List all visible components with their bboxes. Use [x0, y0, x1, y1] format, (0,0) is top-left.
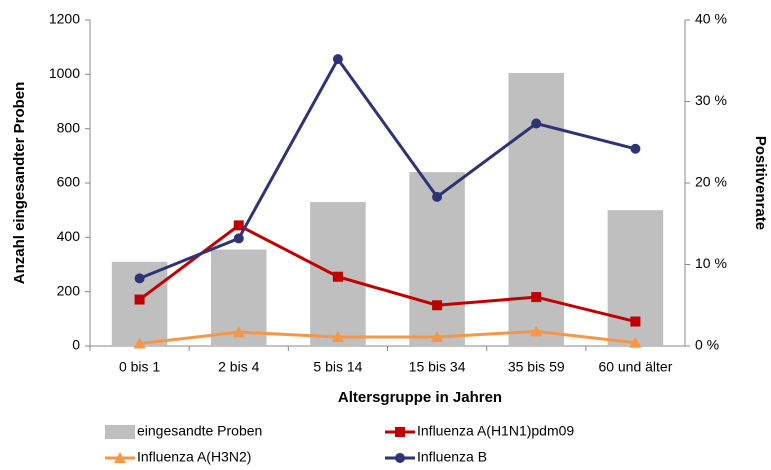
point [233, 220, 244, 231]
y2-tick-label: 40 % [695, 11, 727, 27]
point [232, 326, 245, 338]
point [432, 191, 443, 202]
legend-marker [395, 453, 405, 463]
y2-tick-label: 10 % [695, 255, 727, 271]
y2-tick-label: 30 % [695, 92, 727, 108]
bar [508, 72, 565, 346]
legend-label: Influenza A(H3N2) [137, 449, 251, 465]
y-tick-label: 400 [57, 228, 81, 244]
legend-marker [114, 452, 126, 463]
y-tick-label: 0 [72, 337, 80, 353]
x-tick-label: 5 bis 14 [313, 359, 362, 375]
legend-swatch [105, 425, 135, 439]
point [630, 143, 641, 154]
y2-tick-label: 20 % [695, 174, 727, 190]
y-tick-label: 600 [57, 174, 81, 190]
y2-tick-label: 0 % [695, 337, 719, 353]
point [332, 54, 343, 65]
y-tick-label: 800 [57, 119, 81, 135]
y-tick-label: 1200 [49, 11, 80, 27]
point [134, 294, 145, 305]
y-tick-label: 1000 [49, 65, 80, 81]
legend-label: Influenza B [417, 449, 487, 465]
line [139, 329, 636, 346]
x-tick-label: 2 bis 4 [218, 359, 259, 375]
point [332, 271, 343, 282]
point [531, 118, 542, 129]
y-axis-title: Anzahl eingesandter Proben [11, 82, 28, 285]
point [331, 331, 344, 343]
legend-marker [395, 427, 405, 437]
line [138, 223, 636, 324]
point [530, 325, 543, 337]
point [432, 300, 443, 311]
point [133, 337, 146, 349]
point [233, 233, 244, 244]
point [134, 273, 145, 284]
x-tick-label: 15 bis 34 [409, 359, 466, 375]
legend-label: Influenza A(H1N1)pdm09 [417, 423, 574, 439]
x-tick-label: 0 bis 1 [119, 359, 160, 375]
x-tick-label: 60 und älter [598, 359, 672, 375]
y2-axis-title: Positivenrate [752, 136, 769, 230]
legend-label: eingesandte Proben [137, 423, 262, 439]
point [629, 336, 642, 348]
point [431, 331, 444, 343]
x-tick-label: 35 bis 59 [508, 359, 565, 375]
point [531, 292, 542, 303]
point [630, 316, 641, 327]
line [139, 56, 636, 280]
x-axis-title: Altersgruppe in Jahren [338, 389, 502, 406]
y-tick-label: 200 [57, 282, 81, 298]
